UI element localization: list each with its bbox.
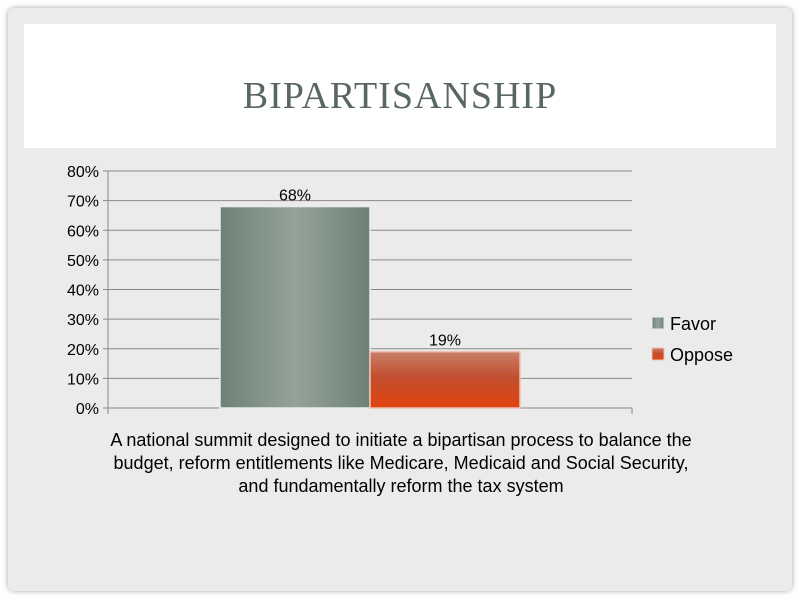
y-tick-label: 20% bbox=[67, 342, 99, 359]
x-axis-category-label: A national summit designed to initiate a… bbox=[110, 430, 692, 496]
slide-title: BIPARTISANSHIP bbox=[242, 75, 558, 117]
y-tick-label: 80% bbox=[67, 164, 99, 181]
bar-favor bbox=[219, 205, 371, 409]
y-tick-label: 30% bbox=[67, 312, 99, 329]
legend-swatch-favor bbox=[651, 316, 665, 330]
title-box: BIPARTISANSHIP bbox=[24, 24, 776, 148]
y-tick-label: 10% bbox=[67, 371, 99, 388]
bar-chart: 0% 10% 20% 30% 40% 50% 60% 70% 80% 68% 19% Favor O… bbox=[67, 164, 733, 418]
data-label-favor: 68% bbox=[279, 188, 311, 205]
data-label-oppose: 19% bbox=[429, 333, 461, 350]
y-tick-label: 50% bbox=[67, 253, 99, 270]
y-tick-label: 40% bbox=[67, 283, 99, 300]
legend-label-oppose: Oppose bbox=[670, 345, 733, 365]
y-tick-label: 0% bbox=[76, 401, 99, 418]
bar-oppose bbox=[369, 350, 521, 409]
y-tick-label: 60% bbox=[67, 223, 99, 240]
slide: BIPARTISANSHIP 0% 10% 20% 30% 40% 50% 60% 70% 80… bbox=[8, 8, 792, 591]
y-tick-label: 70% bbox=[67, 194, 99, 211]
legend-swatch-oppose bbox=[651, 347, 665, 361]
legend-label-favor: Favor bbox=[670, 314, 716, 334]
